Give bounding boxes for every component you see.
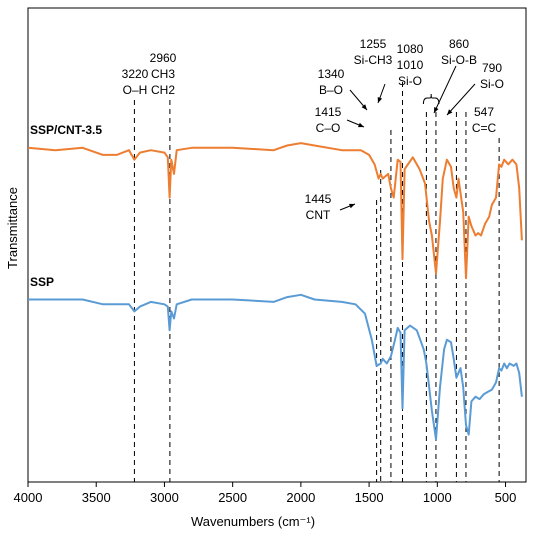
annotation-line: Si-O: [480, 77, 504, 91]
annotation-label: 790 Si-O: [480, 61, 504, 91]
y-axis-title: Transmittance: [5, 187, 20, 269]
x-tick-label: 500: [495, 490, 517, 505]
annotation-line: 1445: [305, 192, 332, 206]
annotation-line: Si-O: [398, 74, 422, 88]
series-line-ssp-cnt: [27, 142, 523, 280]
annotation-line: C–O: [316, 121, 341, 135]
annotation-line: Si-CH3: [354, 53, 393, 67]
annotation-line: 1255: [360, 37, 387, 51]
annotation-line: Si-O-B: [441, 53, 477, 67]
annotation-line: C=C: [472, 121, 497, 135]
annotation-line: CH3: [151, 67, 175, 81]
annotation-line: B–O: [319, 83, 343, 97]
brace: [422, 93, 440, 105]
annotation-arrowhead: [361, 104, 367, 110]
annotation-arrowhead: [377, 97, 383, 103]
annotation-arrowhead: [358, 122, 364, 128]
annotation-label: 3220 O–H: [122, 67, 149, 97]
annotation-line: 1340: [318, 67, 345, 81]
annotation-line: 1080: [397, 42, 424, 56]
annotation-arrowhead: [434, 107, 439, 113]
x-tick-label: 2000: [286, 490, 315, 505]
annotation-line: CNT: [306, 208, 331, 222]
annotation-line: 3220: [122, 67, 149, 81]
plot-border: [27, 7, 527, 483]
annotation-arrowhead: [447, 109, 453, 115]
annotation-label: 1080 1010 Si-O: [397, 42, 424, 88]
series-lines: [27, 142, 523, 441]
annotation-line: 1415: [315, 105, 342, 119]
annotation-arrow: [433, 65, 457, 114]
annotation-label: 2960 CH3 CH2: [150, 51, 177, 97]
series-line-ssp: [28, 293, 523, 441]
annotation-arrowhead: [349, 203, 355, 209]
x-tick-label: 2500: [218, 490, 247, 505]
annotation-label: 1255 Si-CH3: [354, 37, 393, 67]
plot-frame: [27, 7, 527, 483]
annotation-line: 860: [449, 37, 469, 51]
annotation-line: O–H: [123, 83, 148, 97]
annotation-label: 1445 CNT: [305, 192, 332, 222]
annotation-line: CH2: [151, 83, 175, 97]
x-axis-ticks: 4000 3500 3000 2500 2000 1500 1000 500: [14, 482, 517, 505]
annotation-label: 547 C=C: [472, 105, 497, 135]
x-tick-label: 3000: [150, 490, 179, 505]
x-tick-label: 1500: [355, 490, 384, 505]
x-tick-label: 4000: [14, 490, 43, 505]
annotation-line: 1010: [397, 58, 424, 72]
x-axis-title: Wavenumbers (cm⁻¹): [191, 514, 315, 529]
series-label-ssp-cnt: SSP/CNT-3.5: [30, 123, 102, 137]
annotation-label: 1340 B–O: [318, 67, 345, 97]
series-label-ssp: SSP: [30, 275, 54, 289]
annotation-arrow: [446, 83, 476, 116]
x-tick-label: 3500: [82, 490, 111, 505]
annotation-line: 2960: [150, 51, 177, 65]
annotation-label: 860 Si-O-B: [441, 37, 477, 67]
annotation-label: 1415 C–O: [315, 105, 342, 135]
annotation-line: 790: [482, 61, 502, 75]
guide-lines: [133, 82, 500, 482]
x-tick-label: 1000: [423, 490, 452, 505]
annotation-line: 547: [474, 105, 494, 119]
